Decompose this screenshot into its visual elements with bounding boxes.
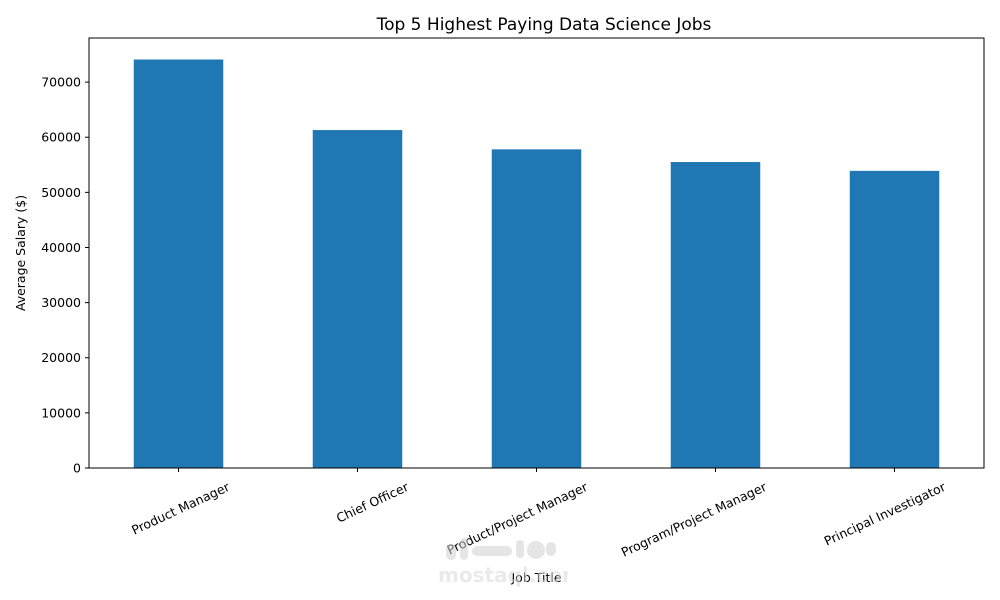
y-tick-label: 10000 xyxy=(41,405,81,420)
bar-2 xyxy=(491,149,582,468)
x-tick-label: Program/Project Manager xyxy=(619,479,770,560)
bar-3 xyxy=(670,162,761,469)
plot-frame xyxy=(88,37,985,469)
y-tick-label: 30000 xyxy=(41,295,81,310)
x-axis-label: Job Title xyxy=(510,570,561,585)
y-axis: 0 10000 20000 30000 40000 50000 60000 70000 xyxy=(41,75,89,476)
bar-0 xyxy=(133,59,224,468)
x-tick-label: Chief Officer xyxy=(334,479,412,526)
mostaql-logo xyxy=(446,538,556,560)
bars-group xyxy=(133,59,940,469)
bar-4 xyxy=(849,170,940,468)
y-tick-label: 50000 xyxy=(41,185,81,200)
x-tick-label: Principal Investigator xyxy=(822,479,949,549)
watermark: mostaql.com xyxy=(438,538,568,587)
y-tick-label: 60000 xyxy=(41,130,81,145)
y-tick-label: 70000 xyxy=(41,75,81,90)
y-axis-label: Average Salary ($) xyxy=(13,195,28,311)
y-tick-label: 40000 xyxy=(41,240,81,255)
watermark-text: mostaql.com xyxy=(438,563,568,587)
x-tick-label: Product Manager xyxy=(129,479,232,538)
y-tick-label: 20000 xyxy=(41,350,81,365)
y-tick-label: 0 xyxy=(73,461,81,476)
bar-1 xyxy=(312,130,403,469)
chart-title: Top 5 Highest Paying Data Science Jobs xyxy=(376,15,712,35)
